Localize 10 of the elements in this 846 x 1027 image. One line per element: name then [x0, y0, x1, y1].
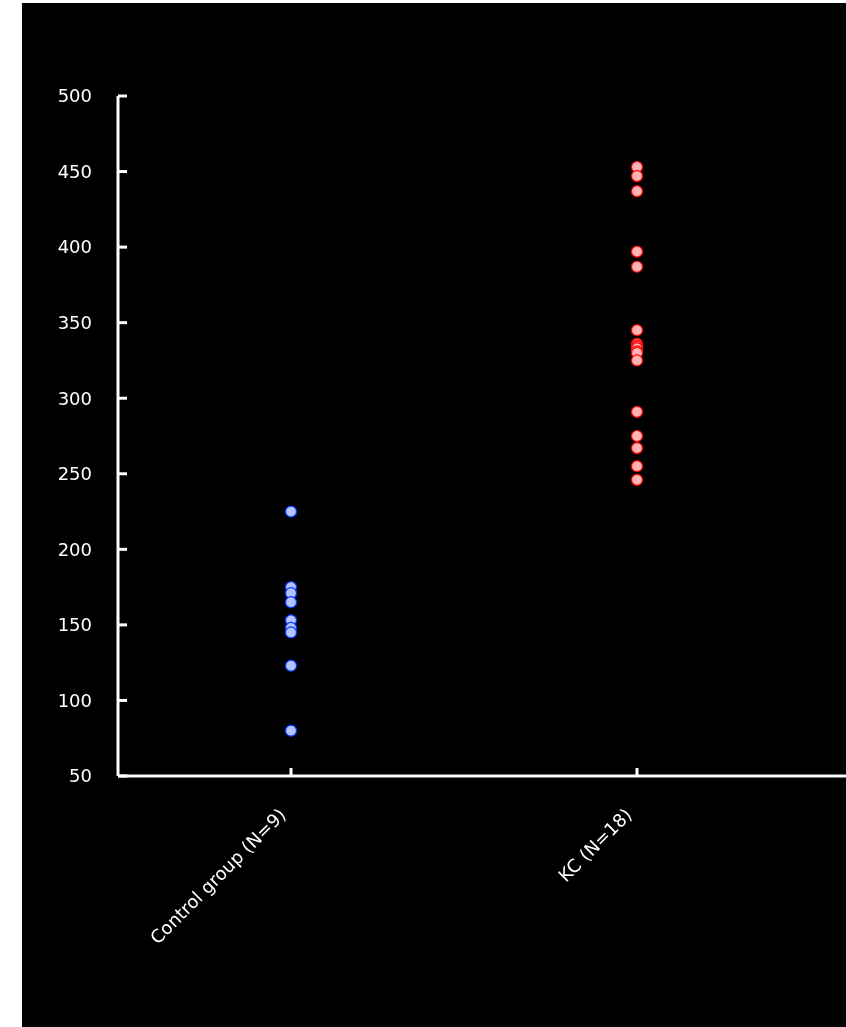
- y-tick-label: 400: [57, 236, 92, 258]
- y-tick-label: 250: [57, 463, 92, 485]
- y-tick-label: 150: [57, 614, 92, 636]
- y-tick-label: 100: [57, 689, 92, 711]
- y-tick-label: 450: [57, 160, 92, 182]
- y-tick-label: 200: [57, 538, 92, 560]
- y-tick-label: 300: [57, 387, 92, 409]
- y-tick-label: 350: [57, 311, 92, 333]
- y-tick-label: 500: [57, 85, 92, 107]
- y-tick-label: 50: [69, 765, 92, 787]
